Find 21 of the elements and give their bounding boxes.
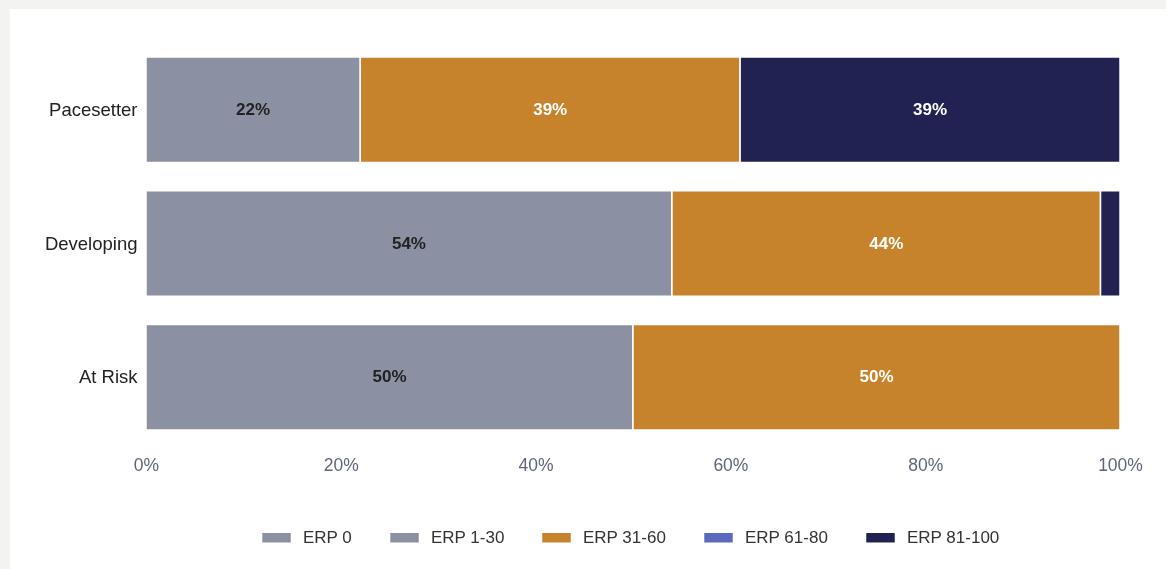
x-tick-label: 80% — [908, 454, 944, 475]
data-label: 44% — [869, 233, 904, 253]
y-tick-label: Pacesetter — [49, 98, 138, 120]
x-tick-label: 0% — [133, 454, 160, 475]
x-tick-label: 20% — [323, 454, 359, 475]
data-label: 39% — [913, 99, 948, 119]
legend-label: ERP 1-30 — [431, 527, 505, 547]
y-tick-label: Developing — [44, 232, 138, 254]
data-label: 54% — [391, 233, 426, 253]
data-label: 39% — [533, 99, 568, 119]
legend-label: ERP 0 — [303, 527, 352, 547]
x-tick-label: 40% — [518, 454, 554, 475]
legend-label: ERP 31-60 — [583, 527, 666, 547]
x-tick-label: 60% — [713, 454, 749, 475]
legend-label: ERP 61-80 — [745, 527, 828, 547]
legend-label: ERP 81-100 — [907, 527, 1000, 547]
x-tick-label: 100% — [1098, 454, 1143, 475]
y-tick-label: At Risk — [78, 366, 139, 388]
data-label: 22% — [236, 99, 271, 119]
data-label: 50% — [859, 367, 894, 387]
data-label: 50% — [372, 367, 407, 387]
